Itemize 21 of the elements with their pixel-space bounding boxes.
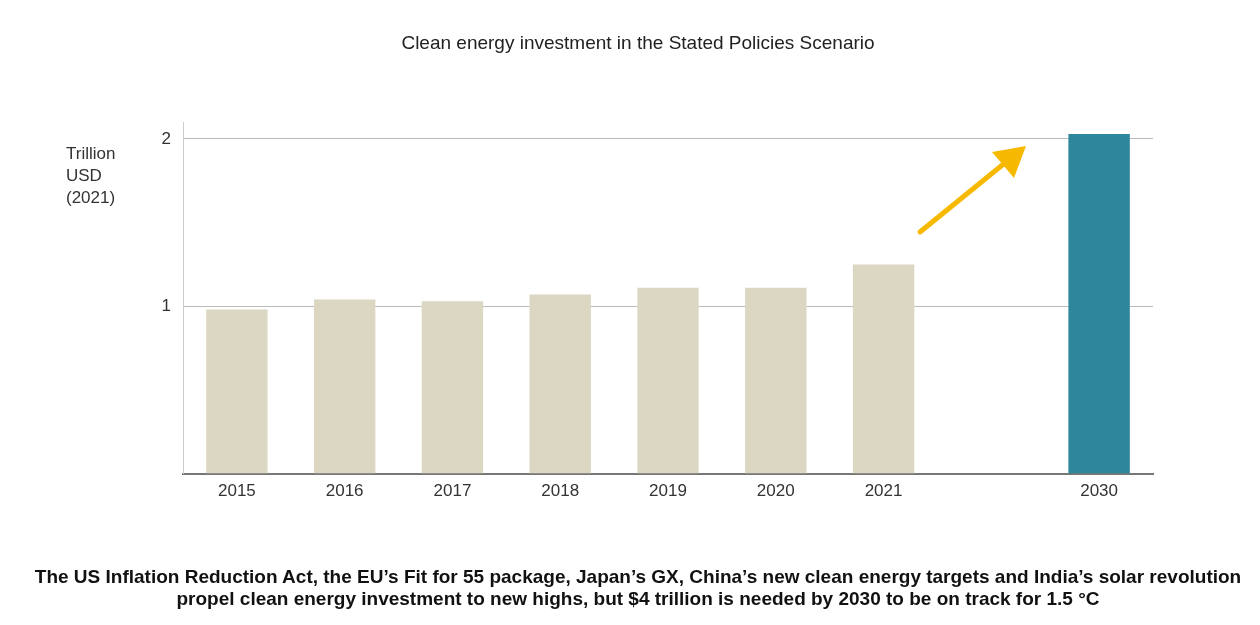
bar <box>852 264 915 474</box>
bar <box>637 287 699 474</box>
bar <box>421 301 484 474</box>
chart-title: Clean energy investment in the Stated Policies Scenario <box>400 32 876 54</box>
y-tick-label: 2 <box>161 128 171 148</box>
x-tick-label: 2019 <box>649 481 687 501</box>
bar <box>1068 133 1130 474</box>
x-tick-label: 2020 <box>756 481 795 501</box>
bar <box>206 309 268 474</box>
bar <box>529 294 591 474</box>
bar <box>313 299 376 474</box>
text: The US Inflation Reduction Act, the EU’s Fit for 55 package, Japan’s GX, China’s new clean energy targets and India’s solar revolution propel clean energy investment to new highs, but $4 trillion is needed by 2030 to be on track for 1.5 °C <box>33 566 1243 610</box>
y-axis-title: Trillion USD (2021) <box>66 143 117 209</box>
bar <box>745 287 807 474</box>
x-tick-label: 2017 <box>433 481 472 501</box>
x-tick-label: 2030 <box>1080 481 1119 501</box>
x-tick-label: 2021 <box>864 481 903 501</box>
x-tick-label: 2018 <box>541 481 580 501</box>
x-tick-label: 2016 <box>325 481 364 501</box>
x-tick-label: 2015 <box>217 481 256 501</box>
y-tick-label: 1 <box>161 295 171 315</box>
